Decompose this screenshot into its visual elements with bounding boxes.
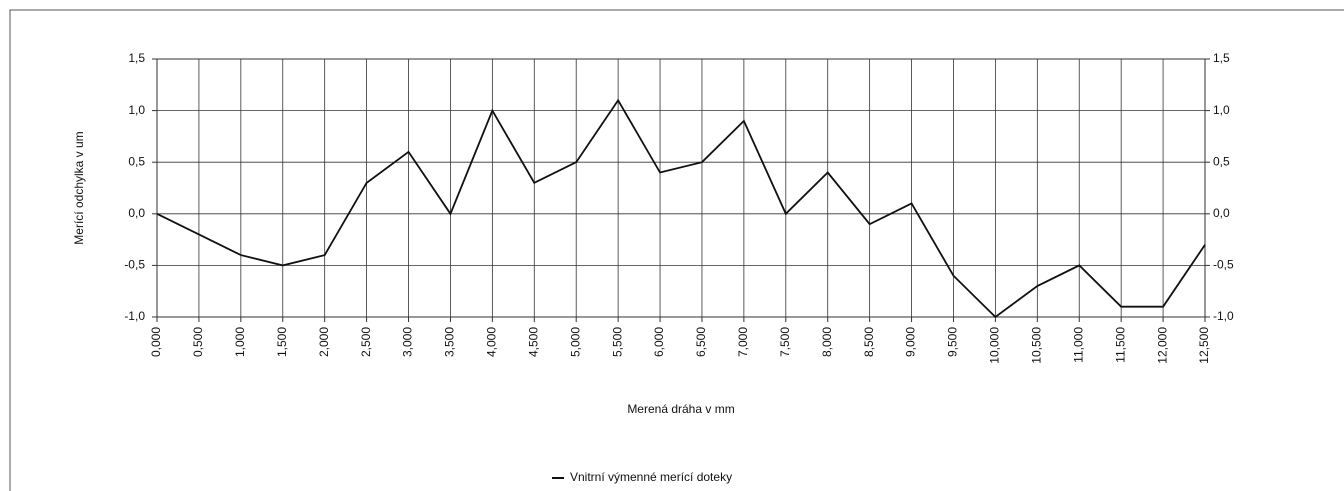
x-tick-label: 6,500 [694, 327, 708, 357]
x-tick-label: 12,500 [1197, 327, 1211, 364]
x-tick-label: 5,500 [610, 327, 624, 357]
x-tick-label: 10,500 [1029, 327, 1043, 364]
chart-frame [9, 9, 1344, 491]
y-tick-label: 1,0 [128, 103, 145, 117]
x-tick-label: 9,500 [946, 327, 960, 357]
plot-area [156, 58, 1206, 318]
legend-label: Vnitrní výmenné merící doteky [570, 470, 732, 484]
x-tick-label: 3,000 [401, 327, 415, 357]
x-tick-label: 7,500 [778, 327, 792, 357]
y2-tick-label: -1,0 [1213, 309, 1234, 323]
x-tick-label: 8,000 [820, 327, 834, 357]
x-tick-label: 2,500 [359, 327, 373, 357]
x-tick-label: 4,500 [526, 327, 540, 357]
y-axis-label: Merící odchylka v um [72, 131, 86, 244]
y-tick-label: 0,5 [128, 154, 145, 168]
x-tick-label: 6,000 [652, 327, 666, 357]
x-tick-label: 1,000 [233, 327, 247, 357]
x-tick-label: 9,000 [904, 327, 918, 357]
y-tick-label: -0,5 [124, 258, 145, 272]
x-tick-label: 11,500 [1113, 327, 1127, 363]
x-tick-label: 4,000 [485, 327, 499, 357]
x-tick-label: 12,000 [1155, 327, 1169, 364]
x-tick-label: 7,000 [736, 327, 750, 357]
x-tick-label: 5,000 [568, 327, 582, 357]
x-tick-label: 8,500 [862, 327, 876, 357]
y2-tick-label: 1,0 [1213, 103, 1230, 117]
x-tick-label: 3,500 [443, 327, 457, 357]
y-tick-label: -1,0 [124, 309, 145, 323]
y2-tick-label: 1,5 [1213, 51, 1230, 65]
data-line [156, 98, 1206, 319]
x-tick-label: 11,000 [1071, 327, 1085, 363]
y2-tick-label: -0,5 [1213, 258, 1234, 272]
y-tick-label: 0,0 [128, 206, 145, 220]
x-tick-label: 10,000 [988, 327, 1002, 364]
x-tick-label: 1,500 [275, 327, 289, 357]
y2-tick-label: 0,0 [1213, 206, 1230, 220]
x-tick-label: 2,000 [317, 327, 331, 357]
x-axis-label: Merená dráha v mm [627, 402, 734, 416]
x-tick-label: 0,500 [191, 327, 205, 357]
x-tick-label: 0,000 [149, 327, 163, 357]
y-tick-label: 1,5 [128, 51, 145, 65]
y2-tick-label: 0,5 [1213, 154, 1230, 168]
